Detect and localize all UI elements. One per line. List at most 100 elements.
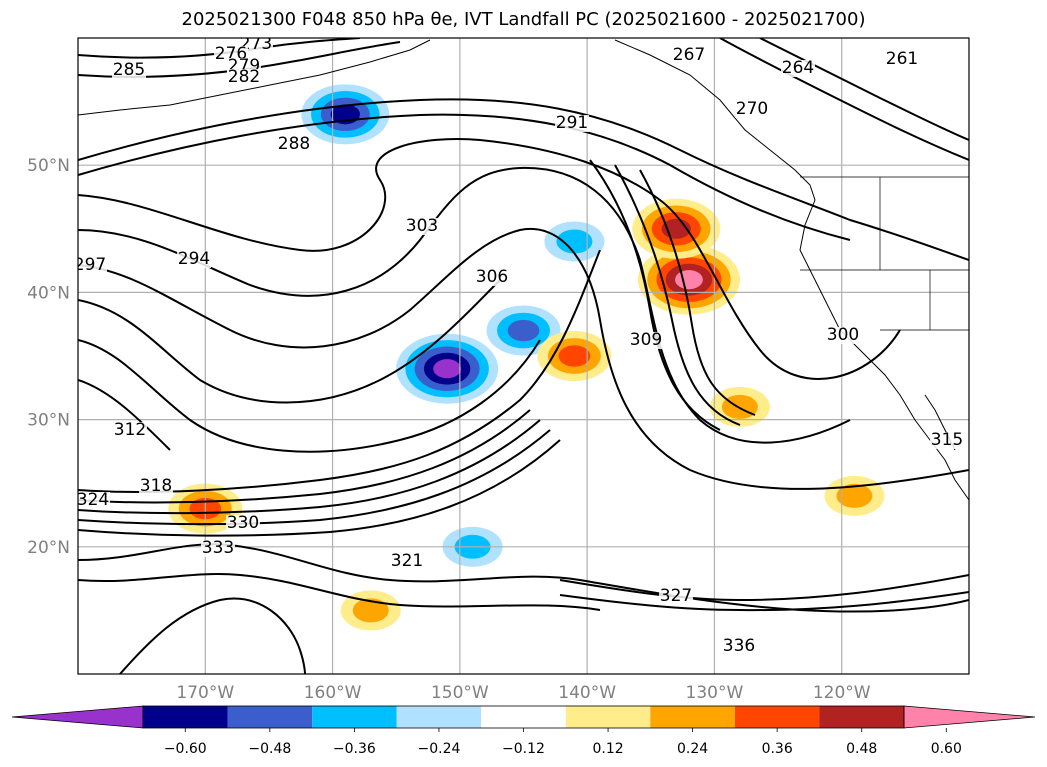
theta-e-contour-line [759, 38, 969, 141]
y-tick-label: 20°N [27, 538, 70, 558]
contour-label-bg [475, 269, 509, 286]
axis-tick-labels: 170°W 160°W 150°W 140°W 130°W 120°W 20°N 30°N 40… [27, 156, 871, 703]
contour-label-bg [390, 553, 424, 570]
chart-title: 2025021300 F048 850 hPa θe, IVT Landfall… [181, 9, 866, 30]
colorbar-tick-label: −0.12 [502, 741, 545, 757]
theta-e-contour-line [559, 574, 969, 602]
alaska-coastline [78, 39, 431, 116]
contour-label: 330 [227, 513, 259, 533]
contour-label: 300 [827, 325, 859, 345]
colorbar-segment [565, 706, 651, 728]
contour-label: 324 [77, 490, 109, 510]
colorbar-segment [819, 706, 904, 728]
colorbar-tick-label: 0.24 [677, 741, 708, 757]
graticule-grid [78, 38, 969, 674]
contour-label-bg [113, 422, 147, 439]
ivt-shade-region [433, 359, 462, 379]
contour-label: 312 [114, 420, 146, 440]
theta-e-contour-line [78, 409, 531, 504]
colorbar-tick-label: 0.12 [592, 741, 623, 757]
y-tick-label: 30°N [27, 411, 70, 431]
theta-e-contour-line [78, 439, 561, 537]
x-tick-label: 120°W [813, 683, 871, 703]
theta-e-contour-line [78, 279, 501, 404]
colorbar-extend-max [903, 705, 1036, 729]
contour-label: 309 [630, 330, 662, 350]
contour-label-bg [78, 257, 107, 274]
ivt-shade-region [556, 229, 593, 254]
contour-label-bg [930, 432, 964, 449]
ivt-shade-region [836, 483, 873, 508]
contour-label: 321 [391, 551, 423, 571]
theta-e-contour-line [78, 227, 969, 490]
contour-label-bg [885, 51, 919, 68]
theta-e-contours: 2732762792822852882912942973003033063093… [74, 38, 969, 674]
contour-label-bg [78, 492, 110, 509]
contour-label-bg [659, 588, 693, 605]
contour-label-bg [277, 136, 311, 153]
x-tick-label: 130°W [686, 683, 744, 703]
colorbar-tick-label: −0.60 [164, 741, 207, 757]
ivt-shade-region [352, 598, 389, 623]
contour-label-bg [722, 638, 756, 655]
contour-label: 288 [278, 134, 310, 154]
ivt-shade-region [507, 319, 540, 342]
contour-label-bg [227, 69, 261, 86]
contour-label: 318 [140, 476, 172, 496]
colorbar-segment [227, 706, 313, 728]
theta-e-contour-line [719, 38, 969, 161]
coastline-layer [78, 39, 969, 501]
theta-e-contour-line [78, 98, 969, 261]
x-tick-label: 160°W [304, 683, 362, 703]
contour-label: 297 [74, 255, 106, 275]
contour-label-bg [139, 478, 173, 495]
theta-e-contour-line [78, 572, 601, 611]
theta-e-contour-line [639, 169, 756, 416]
contour-label: 285 [113, 60, 145, 80]
contour-label-bg [201, 540, 235, 557]
contour-label-bg [177, 251, 211, 268]
contour-label: 333 [202, 538, 234, 558]
contour-label: 336 [723, 636, 755, 656]
ivt-shade-region [558, 345, 591, 367]
contour-label-bg [112, 62, 146, 79]
colorbar-segment [734, 706, 820, 728]
contour-label-bg [826, 327, 860, 344]
contour-label-bg [672, 47, 706, 64]
contour-label-bg [405, 218, 439, 235]
north-america-coastline [614, 39, 969, 501]
colorbar-segment [312, 706, 397, 728]
plot-frame [77, 37, 970, 675]
colorbar-segment [143, 706, 228, 728]
contour-label: 267 [673, 45, 705, 65]
y-tick-label: 40°N [27, 283, 70, 303]
colorbar-tick-label: 0.36 [762, 741, 793, 757]
x-tick-label: 170°W [176, 683, 234, 703]
x-tick-label: 150°W [431, 683, 489, 703]
colorbar-tick-label: −0.24 [417, 741, 460, 757]
contour-label-bg [629, 332, 663, 349]
colorbar: −0.60 −0.48 −0.36 −0.24 −0.12 0.12 0.24 0.36 0.4… [11, 705, 1036, 757]
theta-e-contour-line [78, 379, 171, 451]
contour-label-bg [735, 101, 769, 118]
contour-label: 291 [556, 113, 588, 133]
colorbar-tick-label: −0.48 [248, 741, 291, 757]
contour-label: 264 [782, 58, 814, 78]
contour-label-bg [781, 60, 815, 77]
contour-label: 294 [178, 249, 210, 269]
contour-label: 327 [660, 586, 692, 606]
theta-e-contour-line [78, 249, 601, 493]
colorbar-segment [396, 706, 482, 728]
us-state-borders [800, 176, 969, 331]
theta-e-contour-line [78, 419, 541, 515]
contour-label: 270 [736, 99, 768, 119]
colorbar-extend-min [11, 705, 144, 729]
colorbar-tick-label: 0.60 [931, 741, 962, 757]
theta-e-contour-line [78, 339, 541, 453]
y-tick-label: 50°N [27, 156, 70, 176]
contour-label: 315 [931, 430, 963, 450]
theta-e-contour-line [78, 166, 851, 444]
contour-label: 282 [228, 67, 260, 87]
contour-label-bg [555, 115, 589, 132]
